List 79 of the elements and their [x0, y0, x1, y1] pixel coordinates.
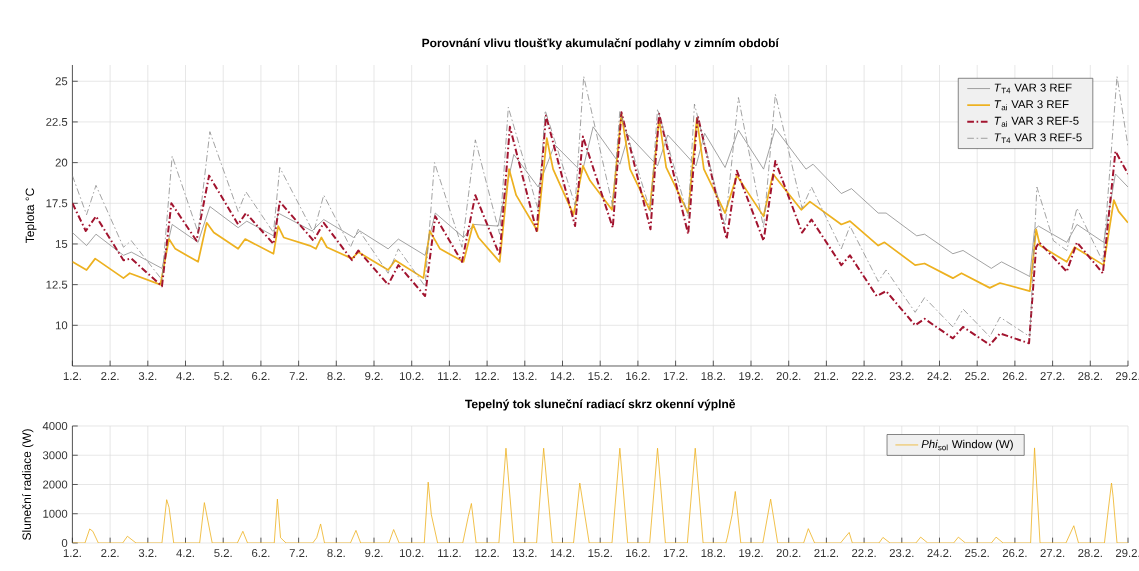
- y-tick-label: 1000: [43, 509, 68, 518]
- x-tick-label: 19.2.: [739, 549, 763, 558]
- legend-label: T$_{ai}$ VAR 3 REF-5: [994, 116, 1079, 127]
- x-tick-label: 24.2.: [927, 372, 952, 380]
- y-axis-title: Teplota °C: [25, 188, 37, 243]
- x-tick-label: 16.2.: [626, 549, 650, 558]
- x-tick-label: 25.2.: [965, 372, 989, 381]
- x-tick-label: 12.2.: [475, 372, 499, 380]
- x-tick-label: 11.2.: [438, 549, 461, 557]
- x-tick-label: 5.2.: [214, 549, 232, 558]
- chart-title: Tepelný tok sluneční radiací skrz okenní výplně: [465, 399, 736, 411]
- x-tick-label: 8.2.: [327, 372, 345, 381]
- x-tick-label: 16.2.: [626, 372, 650, 381]
- x-tick-label: 20.2.: [776, 372, 801, 381]
- legend-label: T$_{ai}$ VAR 3 REF: [994, 100, 1069, 111]
- x-tick-label: 6.2.: [252, 549, 270, 558]
- x-tick-label: 28.2.: [1078, 549, 1102, 558]
- x-tick-label: 5.2.: [214, 372, 232, 381]
- x-tick-label: 3.2.: [138, 549, 157, 558]
- x-tick-label: 18.2.: [701, 549, 725, 558]
- x-tick-label: 1.2.: [63, 372, 81, 380]
- y-tick-label: 12.5: [46, 280, 68, 289]
- x-tick-label: 19.2.: [739, 372, 763, 381]
- y-tick-label: 10: [55, 321, 68, 330]
- x-tick-label: 15.2.: [588, 549, 612, 558]
- y-tick-label: 15: [55, 240, 68, 248]
- x-tick-label: 13.2.: [513, 549, 537, 558]
- x-tick-label: 3.2.: [138, 372, 157, 381]
- x-tick-label: 12.2.: [475, 549, 499, 557]
- x-tick-label: 25.2.: [965, 549, 989, 558]
- y-tick-label: 3000: [42, 451, 68, 460]
- x-tick-label: 14.2.: [550, 372, 575, 380]
- x-tick-label: 24.2.: [927, 549, 952, 557]
- x-tick-label: 18.2.: [701, 372, 725, 381]
- x-tick-label: 26.2.: [1002, 549, 1027, 558]
- x-tick-label: 26.2.: [1002, 372, 1027, 381]
- x-tick-label: 11.2.: [438, 372, 461, 380]
- x-tick-label: 2.2.: [101, 372, 119, 380]
- x-tick-label: 27.2.: [1040, 549, 1065, 557]
- x-tick-label: 6.2.: [252, 372, 270, 381]
- x-tick-label: 7.2.: [289, 549, 308, 557]
- x-tick-label: 22.2.: [852, 549, 876, 557]
- x-tick-label: 28.2.: [1078, 372, 1102, 381]
- x-tick-label: 1.2.: [63, 549, 81, 557]
- y-tick-label: 4000: [42, 421, 68, 430]
- x-tick-label: 27.2.: [1040, 372, 1065, 380]
- x-tick-label: 2.2.: [101, 549, 119, 557]
- y-tick-label: 25: [55, 77, 68, 86]
- x-tick-label: 8.2.: [327, 549, 345, 558]
- x-tick-label: 29.2.: [1115, 372, 1139, 381]
- x-tick-label: 23.2.: [889, 549, 914, 558]
- y-tick-label: 0: [61, 538, 68, 547]
- y-axis-title: Sluneční radiace (W): [22, 429, 34, 540]
- x-tick-label: 23.2.: [889, 372, 914, 381]
- y-tick-label: 22.5: [46, 117, 68, 126]
- y-tick-label: 17.5: [46, 199, 68, 208]
- x-tick-label: 4.2.: [176, 372, 194, 380]
- x-tick-label: 21.2.: [814, 372, 838, 380]
- x-tick-label: 20.2.: [776, 549, 801, 558]
- x-tick-label: 29.2.: [1115, 549, 1139, 558]
- x-tick-label: 22.2.: [852, 372, 876, 380]
- x-tick-label: 10.2.: [399, 372, 424, 381]
- y-tick-label: 2000: [43, 480, 68, 489]
- legend-label: T$_{T4}$ VAR 3 REF: [994, 83, 1072, 94]
- x-tick-label: 10.2.: [399, 549, 424, 558]
- legend-label: T$_{T4}$ VAR 3 REF-5: [994, 133, 1082, 144]
- x-tick-label: 14.2.: [550, 549, 575, 557]
- y-tick-label: 20: [55, 158, 68, 167]
- x-tick-label: 9.2.: [365, 372, 383, 381]
- x-tick-label: 17.2.: [663, 372, 688, 380]
- legend-label: Phi$_{sol}$ Window (W): [921, 439, 1013, 451]
- chart-title: Porovnání vlivu tloušťky akumulační podlahy v zimním období: [422, 38, 780, 50]
- x-tick-label: 13.2.: [513, 372, 537, 381]
- x-tick-label: 15.2.: [588, 372, 612, 381]
- x-tick-label: 9.2.: [365, 549, 383, 558]
- x-tick-label: 4.2.: [176, 549, 194, 557]
- x-tick-label: 21.2.: [814, 549, 838, 557]
- x-tick-label: 17.2.: [663, 549, 688, 557]
- x-tick-label: 7.2.: [289, 372, 308, 380]
